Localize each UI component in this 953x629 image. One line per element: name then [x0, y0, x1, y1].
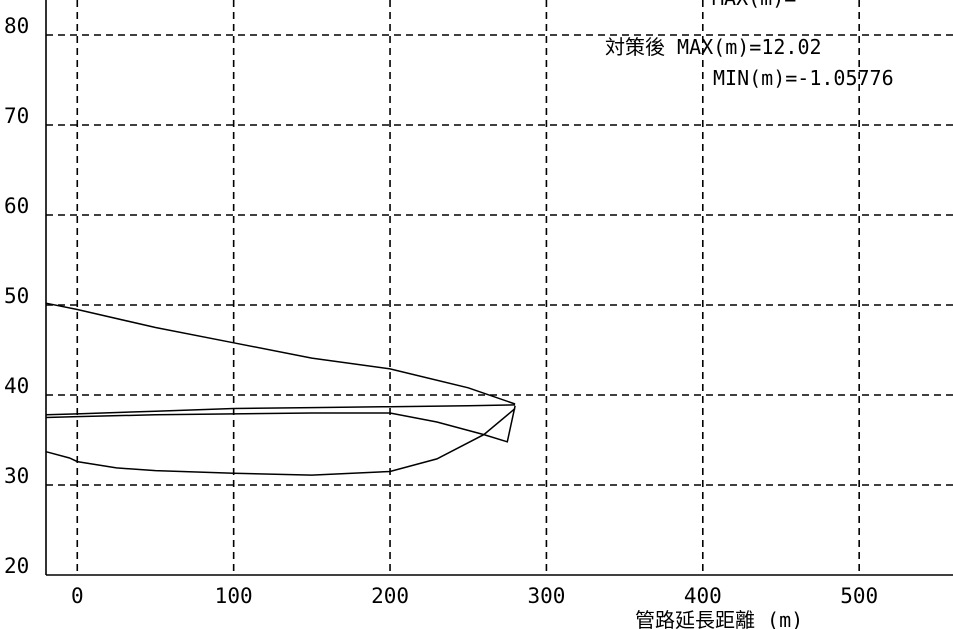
series-group	[45, 302, 516, 476]
axes	[45, 0, 953, 576]
y-tick-label: 30	[4, 464, 29, 488]
y-tick-labels: 20 30 40 50 60 70 80	[4, 14, 29, 578]
x-tick-labels: 0 100 200 300 400 500	[71, 584, 878, 608]
annotation-top-partial: MAX(m)=	[712, 0, 796, 10]
x-tick-label: 200	[371, 584, 409, 608]
x-tick-label: 500	[840, 584, 878, 608]
y-tick-label: 50	[4, 284, 29, 308]
y-tick-label: 60	[4, 194, 29, 218]
series-line-3	[45, 405, 516, 443]
series-line-1	[45, 302, 516, 405]
x-tick-label: 100	[215, 584, 253, 608]
series-line-4	[45, 407, 516, 476]
x-tick-label: 300	[527, 584, 565, 608]
annotation-min: MIN(m)=-1.05776	[713, 66, 894, 90]
x-tick-label: 0	[71, 584, 84, 608]
x-tick-label: 400	[684, 584, 722, 608]
y-tick-label: 20	[4, 554, 29, 578]
y-tick-label: 80	[4, 14, 29, 38]
annotation-max: 対策後 MAX(m)=12.02	[605, 35, 822, 59]
series-line-2	[45, 404, 516, 416]
x-axis-label: 管路延長距離 (m)	[635, 608, 803, 629]
y-tick-label: 40	[4, 374, 29, 398]
y-tick-label: 70	[4, 104, 29, 128]
